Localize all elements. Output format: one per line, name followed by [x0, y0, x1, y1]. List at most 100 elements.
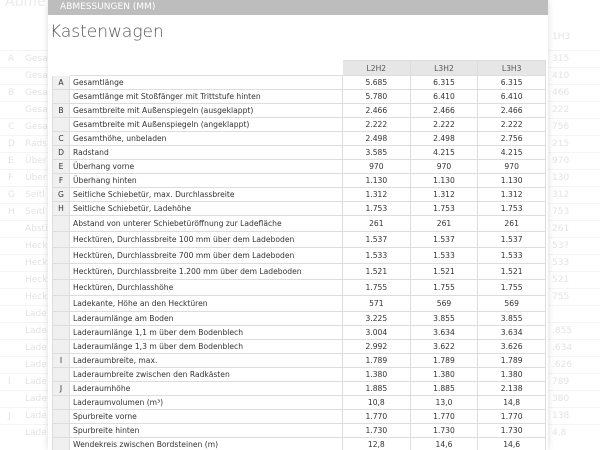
background-value: 315 [552, 54, 570, 64]
background-value: 410 [552, 71, 570, 81]
row-value: 1.130 [477, 173, 546, 188]
row-letter: J [52, 381, 70, 396]
background-label: Gesa [25, 122, 48, 132]
background-label: Heck [25, 258, 48, 268]
row-value: 1.789 [477, 353, 546, 368]
row-value: 1.533 [342, 247, 411, 264]
row-label: Laderaumlänge 1,1 m über dem Bodenblech [69, 325, 343, 340]
background-letter: A [8, 54, 15, 64]
table-row: F Überhang hinten 1.130 1.130 1.130 [52, 173, 546, 188]
row-value: 3.004 [342, 325, 411, 340]
row-value: 13,0 [409, 395, 479, 410]
row-value: 2.498 [342, 131, 411, 146]
background-label: Lade [25, 360, 47, 370]
row-label: Seitliche Schiebetür, max. Durchlassbrei… [69, 187, 343, 202]
background-letter: I [8, 377, 11, 387]
row-value: 1.770 [477, 409, 546, 424]
row-letter: I [52, 353, 70, 368]
background-label: Über [25, 156, 47, 166]
background-value: 215 [552, 139, 570, 149]
row-letter [52, 279, 70, 296]
row-value: 1.755 [409, 279, 479, 296]
background-label: Seitl [25, 190, 45, 200]
row-value: 3.634 [409, 325, 479, 340]
table-row: Spurbreite vorne 1.770 1.770 1.770 [52, 409, 546, 424]
row-value: 2.466 [409, 103, 479, 118]
dimensions-table: L2H2 L3H2 L3H3 A Gesamtlänge 5.685 6.315 6.315 G… [52, 60, 546, 450]
row-value: 1.521 [477, 263, 546, 280]
background-label: Gesa [25, 105, 48, 115]
background-value: 521 [552, 275, 570, 285]
row-value: 3.855 [409, 311, 479, 326]
row-value: 1.770 [409, 409, 479, 424]
background-label: Über [25, 173, 47, 183]
row-value: 1.885 [409, 381, 479, 396]
row-letter [52, 437, 70, 450]
row-value: 1.130 [409, 173, 479, 188]
row-letter [52, 409, 70, 424]
row-letter [52, 311, 70, 326]
row-label: Spurbreite hinten [69, 423, 343, 438]
row-letter: H [52, 201, 70, 216]
row-value: 261 [409, 215, 479, 232]
table-row: Hecktüren, Durchlasshöhe 1.755 1.755 1.755 [52, 279, 546, 296]
row-label: Ladekante, Höhe an den Hecktüren [69, 295, 343, 312]
row-value: 1.730 [409, 423, 479, 438]
row-label: Laderaumhöhe [69, 381, 343, 396]
row-value: 1.789 [409, 353, 479, 368]
row-letter: E [52, 159, 70, 174]
background-label: Seitl [25, 207, 45, 217]
row-value: 2.992 [342, 339, 411, 354]
table-row: Hecktüren, Durchlassbreite 100 mm über d… [52, 231, 546, 248]
row-value: 1.533 [409, 247, 479, 264]
background-label: Lade [25, 343, 47, 353]
background-value: 466 [552, 88, 570, 98]
row-label: Hecktüren, Durchlassbreite 100 mm über d… [69, 231, 343, 248]
row-label: Hecktüren, Durchlasshöhe [69, 279, 343, 296]
background-value: 756 [552, 122, 570, 132]
row-letter: G [52, 187, 70, 202]
row-value: 261 [477, 215, 546, 232]
row-value: 1.130 [342, 173, 411, 188]
background-value: 755 [552, 292, 570, 302]
row-value: 1.537 [342, 231, 411, 248]
row-value: 2.222 [409, 117, 479, 132]
row-value: 4.215 [477, 145, 546, 160]
row-label: Laderaumlänge 1,3 m über dem Bodenblech [69, 339, 343, 354]
background-label: Lade [25, 428, 47, 438]
background-letter: F [8, 173, 14, 183]
row-label: Gesamtbreite mit Außenspiegeln (angeklap… [69, 117, 343, 132]
row-value: 1.755 [477, 279, 546, 296]
background-value: 753 [552, 207, 570, 217]
row-label: Laderaumlänge am Boden [69, 311, 343, 326]
row-label: Hecktüren, Durchlassbreite 700 mm über d… [69, 247, 343, 264]
row-value: 14,8 [477, 395, 546, 410]
row-letter: B [52, 103, 70, 118]
table-row: Hecktüren, Durchlassbreite 1.200 mm über… [52, 263, 546, 280]
row-label: Gesamtlänge [69, 75, 343, 90]
row-value: 1.312 [342, 187, 411, 202]
table-row: Abstand von unterer Schiebetüröffnung zu… [52, 215, 546, 232]
table-row: Laderaumvolumen (m³) 10,8 13,0 14,8 [52, 395, 546, 410]
row-value: 1.533 [477, 247, 546, 264]
row-value: 1.312 [477, 187, 546, 202]
row-value: 4.215 [409, 145, 479, 160]
row-letter: F [52, 173, 70, 188]
column-header: L3H2 [409, 60, 479, 76]
row-value: 2.466 [477, 103, 546, 118]
row-value: 2.222 [342, 117, 411, 132]
row-letter [52, 339, 70, 354]
background-label: Gesa [25, 88, 48, 98]
background-letter: B [8, 88, 15, 98]
row-value: 6.410 [477, 89, 546, 104]
background-value: .626 [552, 360, 573, 370]
table-row: Laderaumlänge am Boden 3.225 3.855 3.855 [52, 311, 546, 326]
table-row: J Laderaumhöhe 1.885 1.885 2.138 [52, 381, 546, 396]
row-value: 1.770 [342, 409, 411, 424]
row-letter [52, 231, 70, 248]
background-value: 789 [552, 377, 570, 387]
row-label: Überhang vorne [69, 159, 343, 174]
row-letter [52, 215, 70, 232]
background-label: Heck [25, 292, 48, 302]
background-label: Gesa [25, 54, 48, 64]
